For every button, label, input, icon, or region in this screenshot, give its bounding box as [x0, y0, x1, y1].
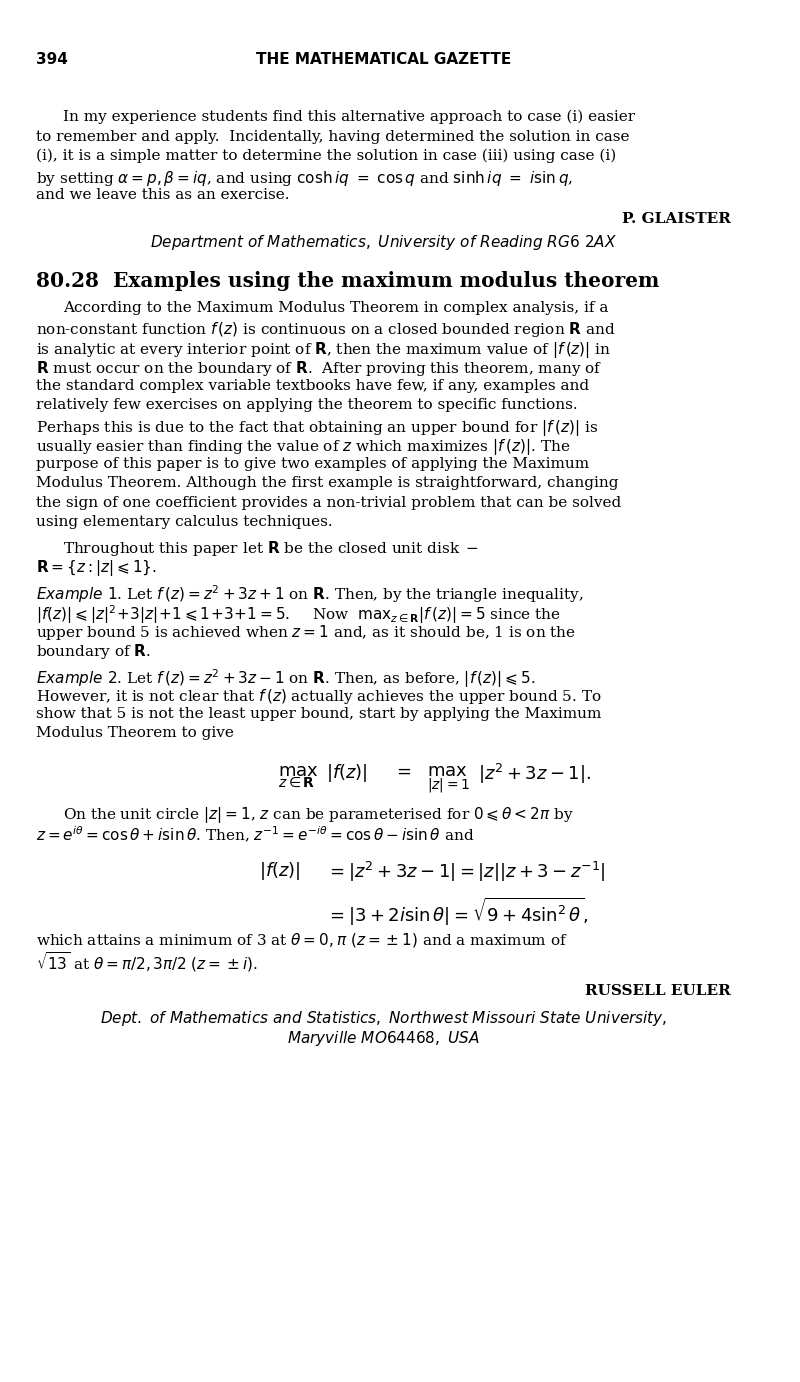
Text: $z = e^{i\theta} = \cos\theta + i\sin\theta$. Then, $z^{-1} = e^{-i\theta} = \co: $z = e^{i\theta} = \cos\theta + i\sin\th…: [37, 825, 475, 844]
Text: Throughout this paper let $\mathbf{R}$ be the closed unit disk $\,{-}$: Throughout this paper let $\mathbf{R}$ b…: [63, 539, 479, 557]
Text: $\sqrt{13}$ at $\theta = \pi/2, 3\pi/2$ $(z = \pm i)$.: $\sqrt{13}$ at $\theta = \pi/2, 3\pi/2$ …: [37, 951, 258, 974]
Text: $= |3 + 2i\sin\theta| = \sqrt{9 + 4\sin^2\theta},$: $= |3 + 2i\sin\theta| = \sqrt{9 + 4\sin^…: [326, 896, 588, 927]
Text: $\mathbf{R}$ must occur on the boundary of $\mathbf{R}$.  After proving this the: $\mathbf{R}$ must occur on the boundary …: [37, 359, 603, 379]
Text: $=$: $=$: [393, 761, 412, 779]
Text: and we leave this as an exercise.: and we leave this as an exercise.: [37, 188, 290, 202]
Text: $|f(z)|$: $|f(z)|$: [259, 860, 301, 882]
Text: 394: 394: [37, 53, 68, 66]
Text: $\mathit{Maryville\ MO64468,\ USA}$: $\mathit{Maryville\ MO64468,\ USA}$: [287, 1030, 480, 1048]
Text: the standard complex variable textbooks have few, if any, examples and: the standard complex variable textbooks …: [37, 379, 590, 392]
Text: by setting $\alpha = p, \beta = iq$, and using $\cosh iq\ =\ \cos q$ and $\sinh : by setting $\alpha = p, \beta = iq$, and…: [37, 169, 574, 188]
Text: $\mathit{Example\ 1}$. Let $f\,(z) = z^2 + 3z + 1$ on $\mathbf{R}$. Then, by the: $\mathit{Example\ 1}$. Let $f\,(z) = z^2…: [37, 583, 584, 605]
Text: $\mathit{Department\ of\ Mathematics,\ University\ of\ Reading\ RG6\ 2AX}$: $\mathit{Department\ of\ Mathematics,\ U…: [150, 234, 617, 252]
Text: $\mathit{Dept.\ of\ Mathematics\ and\ Statistics,\ Northwest\ Missouri\ State\ U: $\mathit{Dept.\ of\ Mathematics\ and\ St…: [100, 1009, 667, 1028]
Text: using elementary calculus techniques.: using elementary calculus techniques.: [37, 515, 333, 529]
Text: $\max$: $\max$: [426, 761, 467, 779]
Text: $\mathbf{R} = \{z : |z| \leqslant 1\}.$: $\mathbf{R} = \{z : |z| \leqslant 1\}.$: [37, 558, 158, 578]
Text: On the unit circle $|z| = 1$, $z$ can be parameterised for $0 \leqslant \theta <: On the unit circle $|z| = 1$, $z$ can be…: [63, 804, 574, 825]
Text: $|z| = 1$: $|z| = 1$: [426, 775, 470, 793]
Text: P. GLAISTER: P. GLAISTER: [622, 211, 730, 225]
Text: THE MATHEMATICAL GAZETTE: THE MATHEMATICAL GAZETTE: [256, 53, 511, 66]
Text: Modulus Theorem. Although the first example is straightforward, changing: Modulus Theorem. Although the first exam…: [37, 475, 619, 491]
Text: $|f(z)|$: $|f(z)|$: [326, 761, 368, 784]
Text: purpose of this paper is to give two examples of applying the Maximum: purpose of this paper is to give two exa…: [37, 456, 590, 470]
Text: upper bound 5 is achieved when $z = 1$ and, as it should be, 1 is on the: upper bound 5 is achieved when $z = 1$ a…: [37, 622, 577, 641]
Text: RUSSELL EULER: RUSSELL EULER: [585, 984, 730, 998]
Text: show that 5 is not the least upper bound, start by applying the Maximum: show that 5 is not the least upper bound…: [37, 706, 602, 720]
Text: According to the Maximum Modulus Theorem in complex analysis, if a: According to the Maximum Modulus Theorem…: [63, 300, 609, 315]
Text: In my experience students find this alternative approach to case (i) easier: In my experience students find this alte…: [63, 111, 635, 124]
Text: $= |z^2 + 3z - 1| = |z||z + 3 - z^{-1}|$: $= |z^2 + 3z - 1| = |z||z + 3 - z^{-1}|$: [326, 860, 606, 884]
Text: relatively few exercises on applying the theorem to specific functions.: relatively few exercises on applying the…: [37, 398, 578, 412]
Text: the sign of one coefficient provides a non-trivial problem that can be solved: the sign of one coefficient provides a n…: [37, 496, 622, 510]
Text: Modulus Theorem to give: Modulus Theorem to give: [37, 726, 234, 739]
Text: $\mathit{Example\ 2}$. Let $f\,(z) = z^2 + 3z - 1$ on $\mathbf{R}$. Then, as bef: $\mathit{Example\ 2}$. Let $f\,(z) = z^2…: [37, 668, 536, 690]
Text: (i), it is a simple matter to determine the solution in case (iii) using case (i: (i), it is a simple matter to determine …: [37, 149, 617, 163]
Text: However, it is not clear that $f\,(z)$ actually achieves the upper bound 5. To: However, it is not clear that $f\,(z)$ a…: [37, 687, 602, 706]
Text: $z \in \mathbf{R}$: $z \in \mathbf{R}$: [278, 775, 315, 789]
Text: $|f(z)|\leqslant|z|^2\!+\!3|z|\!+\!1\leqslant 1\!+\!3\!+\!1 = 5.$    Now  $\math: $|f(z)|\leqslant|z|^2\!+\!3|z|\!+\!1\leq…: [37, 603, 562, 626]
Text: is analytic at every interior point of $\mathbf{R}$, then the maximum value of $: is analytic at every interior point of $…: [37, 340, 612, 359]
Text: $|z^2 + 3z - 1|.$: $|z^2 + 3z - 1|.$: [478, 761, 590, 785]
Text: boundary of $\mathbf{R}$.: boundary of $\mathbf{R}$.: [37, 643, 151, 661]
Text: $\max$: $\max$: [278, 761, 318, 779]
Text: to remember and apply.  Incidentally, having determined the solution in case: to remember and apply. Incidentally, hav…: [37, 130, 630, 144]
Text: Perhaps this is due to the fact that obtaining an upper bound for $|f\,(z)|$ is: Perhaps this is due to the fact that obt…: [37, 417, 598, 438]
Text: usually easier than finding the value of $z$ which maximizes $|f\,(z)|$. The: usually easier than finding the value of…: [37, 437, 571, 457]
Text: which attains a minimum of 3 at $\theta = 0, \pi$ $(z = \pm 1)$ and a maximum of: which attains a minimum of 3 at $\theta …: [37, 931, 568, 949]
Text: non-constant function $f\,(z)$ is continuous on a closed bounded region $\mathbf: non-constant function $f\,(z)$ is contin…: [37, 321, 616, 339]
Text: 80.28  Examples using the maximum modulus theorem: 80.28 Examples using the maximum modulus…: [37, 271, 660, 290]
